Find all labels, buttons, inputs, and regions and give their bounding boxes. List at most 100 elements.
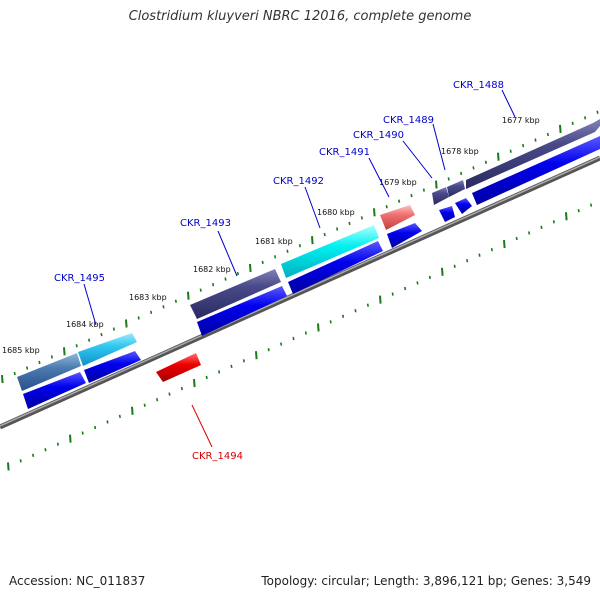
page-title: Clostridium kluyveri NBRC 12016, complet… bbox=[128, 9, 472, 24]
callout-line bbox=[304, 186, 321, 229]
tick-mark bbox=[416, 281, 419, 285]
outer-tick-track bbox=[1, 110, 599, 384]
cds-ckr-1495-b[interactable] bbox=[23, 372, 86, 409]
cds-ckr-1493[interactable] bbox=[197, 286, 287, 336]
tick-mark bbox=[435, 180, 438, 189]
tick-mark bbox=[329, 320, 332, 324]
tick-mark bbox=[56, 442, 59, 446]
cds-ckr-1491[interactable] bbox=[387, 223, 422, 248]
gene-feature-ckr-1493[interactable] bbox=[190, 269, 281, 319]
tick-mark bbox=[286, 249, 289, 253]
tick-mark bbox=[422, 188, 425, 192]
scale-labels: 1677 kbp 1678 kbp 1679 kbp 1680 kbp 1681… bbox=[2, 116, 540, 355]
tick-mark bbox=[428, 275, 431, 280]
callout-line bbox=[83, 283, 97, 326]
tick-mark bbox=[174, 299, 177, 303]
genome-backbone-highlight bbox=[0, 156, 600, 427]
tick-mark bbox=[249, 263, 252, 272]
gene-label-ckr-1495[interactable]: CKR_1495 bbox=[54, 273, 105, 284]
tick-mark bbox=[342, 314, 345, 318]
tick-mark bbox=[274, 255, 277, 259]
gene-feature-ckr-1491[interactable] bbox=[380, 205, 415, 230]
tick-mark bbox=[261, 260, 264, 265]
tick-mark bbox=[552, 220, 555, 224]
tick-mark bbox=[404, 286, 407, 291]
gene-feature-ckr-1492[interactable] bbox=[281, 225, 379, 278]
tick-mark bbox=[509, 149, 512, 153]
tick-mark bbox=[38, 360, 41, 365]
gene-feature-ckr-1488[interactable] bbox=[466, 119, 600, 189]
tick-mark bbox=[596, 110, 599, 114]
tick-mark bbox=[44, 448, 47, 452]
gene-label-ckr-1490[interactable]: CKR_1490 bbox=[353, 130, 404, 141]
tick-mark bbox=[112, 327, 115, 331]
cds-ckr-1495-a[interactable] bbox=[84, 351, 141, 383]
gene-label-ckr-1488[interactable]: CKR_1488 bbox=[453, 80, 504, 91]
tick-mark bbox=[218, 370, 221, 374]
accession-text: Accession: NC_011837 bbox=[9, 574, 146, 588]
cds-ckr-1489[interactable] bbox=[455, 198, 472, 214]
scale-label: 1681 kbp bbox=[255, 237, 293, 246]
tick-mark bbox=[385, 205, 388, 209]
tick-mark bbox=[212, 282, 215, 287]
tick-mark bbox=[81, 431, 84, 435]
tick-mark bbox=[490, 247, 493, 252]
tick-mark bbox=[410, 193, 413, 198]
tick-mark bbox=[19, 459, 22, 463]
gene-callouts: CKR_1488 CKR_1489 CKR_1490 CKR_1491 CKR_… bbox=[54, 80, 516, 462]
tick-mark bbox=[26, 366, 29, 370]
gene-label-ckr-1491[interactable]: CKR_1491 bbox=[319, 147, 370, 158]
tick-mark bbox=[497, 152, 500, 161]
tick-mark bbox=[236, 271, 239, 276]
callout-line bbox=[432, 123, 446, 171]
gene-label-ckr-1489[interactable]: CKR_1489 bbox=[383, 115, 434, 126]
scale-label: 1677 kbp bbox=[502, 116, 540, 125]
scale-label: 1683 kbp bbox=[129, 293, 167, 302]
tick-mark bbox=[522, 143, 525, 148]
genome-backbone bbox=[0, 155, 600, 430]
tick-mark bbox=[32, 453, 35, 457]
tick-mark bbox=[292, 336, 295, 341]
tick-mark bbox=[150, 310, 153, 315]
tick-mark bbox=[94, 425, 97, 430]
tick-mark bbox=[366, 303, 369, 307]
tick-mark bbox=[546, 132, 549, 137]
tick-mark bbox=[565, 212, 568, 221]
tick-mark bbox=[267, 348, 270, 352]
gene-feature-ckr-1494[interactable] bbox=[156, 353, 201, 382]
gene-label-ckr-1494[interactable]: CKR_1494 bbox=[192, 451, 243, 462]
gene-label-ckr-1492[interactable]: CKR_1492 bbox=[273, 176, 324, 187]
cds-ckr-1490[interactable] bbox=[439, 206, 455, 222]
gene-feature-ckr-1495-a[interactable] bbox=[78, 333, 137, 366]
tick-mark bbox=[100, 332, 103, 337]
cds-ckr-1488[interactable] bbox=[472, 136, 600, 205]
tick-mark bbox=[224, 277, 227, 281]
tick-mark bbox=[528, 231, 531, 235]
tick-mark bbox=[125, 319, 128, 328]
tick-mark bbox=[336, 227, 339, 231]
tick-mark bbox=[540, 225, 543, 230]
gene-feature-ckr-1490[interactable] bbox=[432, 187, 449, 205]
scale-label: 1684 kbp bbox=[66, 320, 104, 329]
tick-mark bbox=[75, 344, 78, 348]
tick-mark bbox=[50, 355, 53, 359]
scale-label: 1678 kbp bbox=[441, 147, 479, 156]
gene-feature-ckr-1495-b[interactable] bbox=[17, 353, 81, 391]
callout-line bbox=[501, 89, 516, 118]
tick-mark bbox=[515, 236, 518, 241]
tick-mark bbox=[373, 208, 376, 217]
tick-mark bbox=[348, 221, 351, 226]
inner-tick-track bbox=[7, 203, 593, 471]
tick-mark bbox=[7, 462, 10, 471]
gene-feature-track bbox=[17, 119, 600, 391]
tick-mark bbox=[69, 434, 72, 443]
tick-mark bbox=[503, 239, 506, 249]
tick-mark bbox=[317, 323, 320, 332]
gene-label-ckr-1493[interactable]: CKR_1493 bbox=[180, 218, 231, 229]
cds-ckr-1492[interactable] bbox=[288, 241, 383, 294]
tick-mark bbox=[354, 309, 357, 313]
tick-mark bbox=[13, 371, 16, 376]
cds-track bbox=[23, 136, 600, 409]
gene-feature-ckr-1489[interactable] bbox=[447, 180, 465, 197]
